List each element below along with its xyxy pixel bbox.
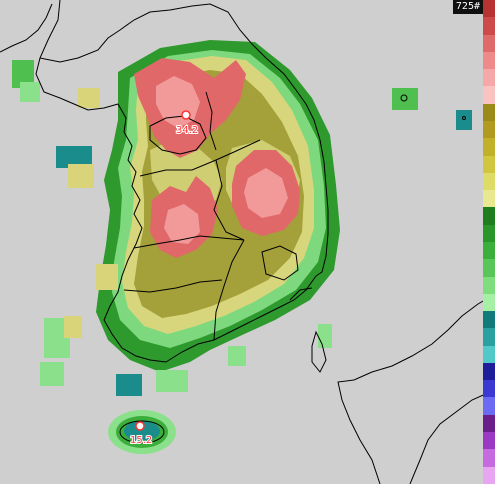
- coastline-japan-2: [409, 391, 491, 484]
- boundary-jeolla: [133, 235, 245, 249]
- colorbar-segment: [483, 466, 495, 484]
- boundary-gyeonggi-gangwon: [205, 91, 217, 151]
- jeju-outline: [119, 420, 165, 444]
- block-west-5: [68, 164, 94, 188]
- colorbar-segment: [483, 397, 495, 415]
- colorbar-segment: [483, 103, 495, 121]
- colorbar-segment: [483, 86, 495, 104]
- station-jeju: 15.2: [129, 421, 153, 447]
- ulleung-island: [400, 94, 408, 102]
- colorbar-segment: [483, 207, 495, 225]
- block-south-2: [156, 370, 188, 392]
- block-west-4: [56, 146, 92, 168]
- hot-light-central: [164, 204, 200, 244]
- station-jeju-value: 15.2: [130, 435, 152, 446]
- dokdo-island: [462, 116, 466, 120]
- colorbar-segment: [483, 0, 495, 18]
- colorbar-segment: [483, 328, 495, 346]
- block-west-3: [78, 88, 100, 108]
- colorbar-segment: [483, 259, 495, 277]
- block-west-6: [96, 264, 118, 290]
- boundary-seoul: [149, 115, 207, 155]
- color-legend-bar: [483, 0, 495, 484]
- block-south-1: [116, 374, 142, 396]
- timestamp-badge: 725#: [452, 0, 483, 14]
- jeju-field-core: [124, 421, 160, 441]
- colorbar-segment: [483, 449, 495, 467]
- colorbar-segment: [483, 17, 495, 35]
- block-south-3: [64, 316, 82, 338]
- colorbar-segment: [483, 69, 495, 87]
- colorbar-segment: [483, 276, 495, 294]
- colorbar-segment: [483, 362, 495, 381]
- colorbar-segment: [483, 345, 495, 363]
- coastline-china: [0, 3, 53, 53]
- colorbar-segment: [483, 380, 495, 398]
- station-seoul: 34.2: [175, 110, 199, 137]
- coastline-nk-west: [35, 57, 119, 111]
- hot-light-east: [244, 168, 288, 218]
- coastline-japan: [337, 293, 495, 484]
- colorbar-segment: [483, 51, 495, 70]
- boundary-daegu: [261, 245, 299, 281]
- colorbar-segment: [483, 120, 495, 139]
- block-east-1: [318, 324, 332, 348]
- station-seoul-value: 34.2: [176, 125, 198, 136]
- station-seoul-marker: [181, 110, 191, 120]
- colorbar-segment: [483, 190, 495, 208]
- boundary-jeonnam: [123, 279, 223, 293]
- block-ulleung: [392, 88, 418, 110]
- colorbar-segment: [483, 293, 495, 312]
- colorbar-segment: [483, 311, 495, 329]
- block-west-2: [20, 82, 40, 102]
- coastline-south-sk: [165, 275, 317, 363]
- boundary-busan: [289, 287, 313, 301]
- coastline-west-sk: [103, 103, 167, 363]
- colorbar-segment: [483, 432, 495, 450]
- boundary-gyeongsang: [213, 239, 245, 341]
- coastline-tsushima: [311, 330, 327, 373]
- coastline-north: [39, 0, 307, 105]
- block-west-1: [12, 60, 34, 88]
- colorbar-segment: [483, 34, 495, 52]
- block-south-4: [228, 346, 246, 366]
- colorbar-segment: [483, 241, 495, 260]
- colorbar-segment: [483, 138, 495, 156]
- block-west-8: [40, 362, 64, 386]
- precip-layer: [12, 40, 472, 454]
- coastline-east-sk: [305, 103, 329, 277]
- colorbar-segment: [483, 172, 495, 191]
- colorbar-segment: [483, 224, 495, 242]
- boundary-chungcheong: [139, 139, 261, 177]
- colorbar-segment: [483, 155, 495, 173]
- colorbar-segment: [483, 414, 495, 433]
- boundary-chungbuk: [213, 159, 245, 241]
- station-jeju-marker: [135, 421, 145, 431]
